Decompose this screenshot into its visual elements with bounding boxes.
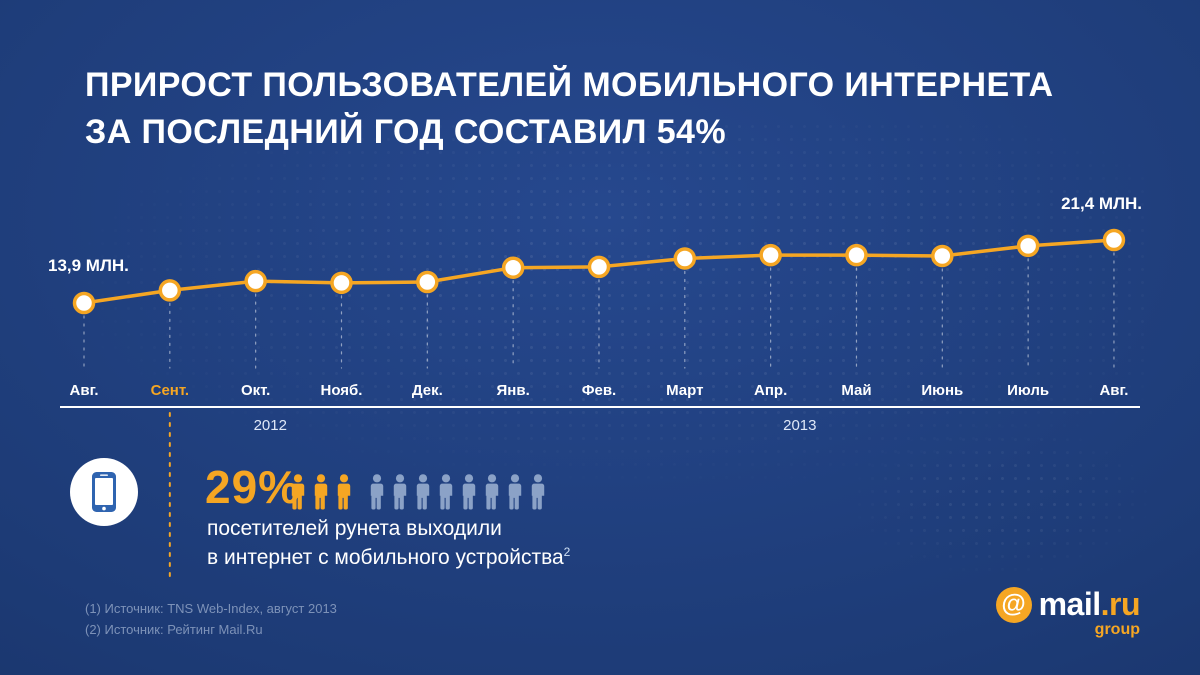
logo-group-text: group	[1094, 621, 1140, 638]
person-icon	[370, 474, 384, 510]
source-note-2: (2) Источник: Рейтинг Mail.Ru	[85, 622, 263, 638]
map-dots-texture-small	[840, 420, 1160, 580]
data-point-marker	[416, 270, 439, 294]
data-point-marker	[845, 243, 868, 267]
person-icon	[314, 474, 328, 510]
stat-description-line-2: в интернет с мобильного устройства2	[207, 545, 571, 570]
stat-description: посетителей рунета выходили в интернет с…	[207, 514, 570, 573]
month-label: Авг.	[1099, 382, 1129, 399]
month-label: Дек.	[411, 382, 443, 399]
data-point-marker	[330, 271, 353, 295]
logo-row: @ mail.ru	[995, 586, 1141, 623]
stat-percentage: 29%	[205, 461, 301, 513]
data-point-marker	[158, 279, 182, 302]
data-point-marker	[673, 247, 697, 270]
person-icon	[508, 474, 522, 510]
month-label: Фев.	[581, 382, 617, 399]
smartphone-icon	[92, 472, 116, 512]
source-notes: (1) Источник: TNS Web-Index, август 2013…	[85, 598, 337, 641]
world-map-dots-texture	[70, 120, 1150, 485]
source-note-1: (1) Источник: TNS Web-Index, август 2013	[85, 601, 337, 616]
logo-wordmark: mail.ru	[1038, 586, 1141, 622]
month-label: Нояб.	[320, 382, 363, 399]
at-symbol-icon: @	[995, 586, 1032, 623]
data-point-marker	[931, 244, 954, 268]
phone-badge	[70, 458, 138, 526]
person-icon	[393, 474, 407, 510]
person-icon	[439, 474, 453, 510]
person-icon	[416, 474, 430, 510]
people-pictogram-row	[290, 470, 546, 510]
data-point-marker	[72, 291, 96, 315]
trend-line	[82, 238, 1116, 305]
data-point-marker	[244, 269, 267, 293]
data-point-marker	[587, 255, 611, 279]
page-title: ПРИРОСТ ПОЛЬЗОВАТЕЛЕЙ МОБИЛЬНОГО ИНТЕРНЕ…	[85, 62, 1054, 156]
title-line-2: ЗА ПОСЛЕДНИЙ ГОД СОСТАВИЛ 54%	[85, 112, 726, 151]
year-label: 2012	[253, 417, 287, 434]
month-label: Авг.	[69, 382, 99, 399]
stat-description-line-1: посетителей рунета выходили	[207, 517, 502, 540]
data-point-marker	[759, 243, 782, 267]
data-point-marker	[1016, 234, 1040, 258]
person-icon	[337, 474, 351, 510]
person-icon	[485, 474, 499, 510]
month-label: Апр.	[754, 382, 788, 399]
mailru-group-logo: @ mail.ru group	[995, 586, 1141, 639]
data-point-marker	[501, 256, 525, 279]
month-label: Март	[666, 382, 704, 399]
chart-end-value-label: 21,4 МЛН.	[1061, 194, 1142, 213]
month-label: Сент.	[150, 382, 190, 399]
person-icon	[291, 474, 305, 510]
month-label: Май	[841, 382, 872, 399]
person-icon	[462, 474, 476, 510]
data-point-marker	[1102, 228, 1126, 252]
year-label: 2013	[783, 417, 817, 434]
title-line-1: ПРИРОСТ ПОЛЬЗОВАТЕЛЕЙ МОБИЛЬНОГО ИНТЕРНЕ…	[85, 66, 1054, 104]
chart-start-value-label: 13,9 МЛН.	[48, 256, 129, 275]
month-label: Июль	[1007, 382, 1050, 399]
month-label: Янв.	[496, 382, 530, 399]
person-icon	[531, 474, 545, 510]
month-label: Июнь	[921, 382, 964, 399]
month-label: Окт.	[240, 382, 271, 399]
footnote-marker: 2	[563, 545, 571, 560]
